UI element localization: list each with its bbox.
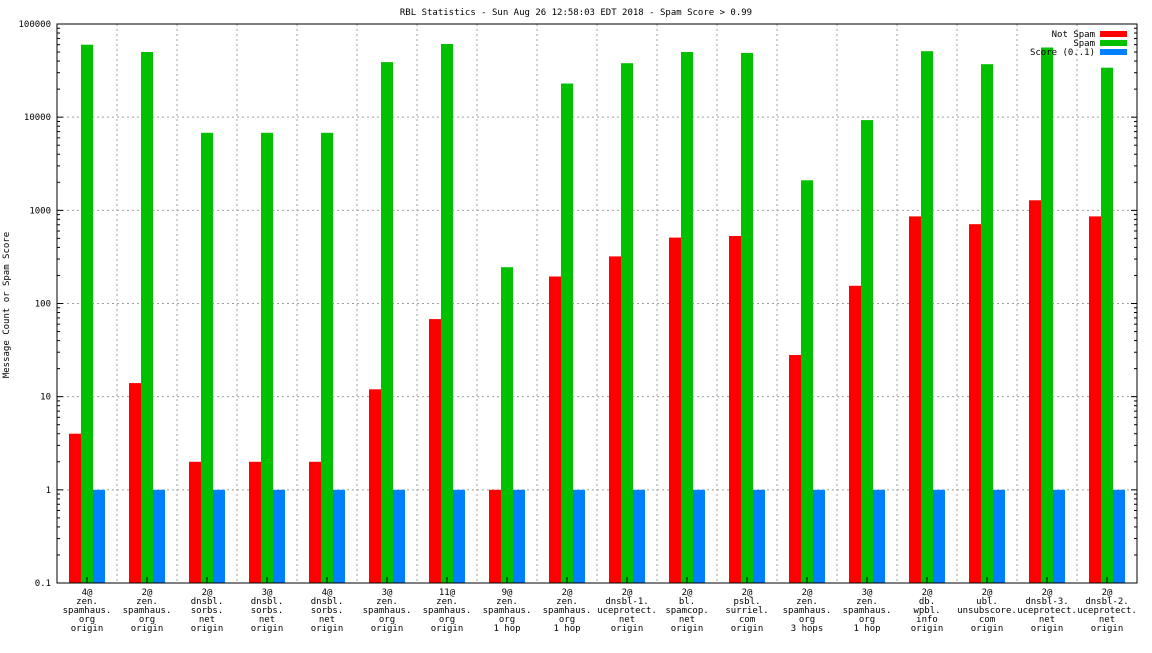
bar-not-spam [1029, 200, 1041, 584]
legend-swatch [1100, 40, 1127, 46]
bar-score-0-1 [873, 489, 885, 583]
bar-spam [501, 267, 513, 583]
bar-spam [321, 132, 333, 584]
bar-score-0-1 [573, 489, 585, 583]
bar-not-spam [69, 433, 81, 583]
x-category-label: 3@ zen. spamhaus. org 1 hop [843, 588, 892, 634]
bar-not-spam [909, 216, 921, 583]
bar-spam [561, 83, 573, 583]
legend-swatch [1100, 49, 1127, 55]
bar-score-0-1 [453, 489, 465, 583]
bar-spam [201, 132, 213, 584]
x-category-label: 4@ zen. spamhaus. org origin [63, 588, 112, 634]
bar-not-spam [1089, 216, 1101, 583]
x-category-label: 2@ dnsbl-1. uceprotect. net origin [597, 588, 657, 634]
x-category-label: 2@ zen. spamhaus. org 1 hop [543, 588, 592, 634]
bar-not-spam [309, 461, 321, 583]
bar-score-0-1 [633, 489, 645, 583]
legend-label: Not Spam [1052, 30, 1095, 40]
y-tick-label: 0.1 [35, 579, 51, 589]
legend-swatch [1100, 31, 1127, 37]
bar-spam [381, 62, 393, 584]
bar-score-0-1 [93, 489, 105, 583]
bar-score-0-1 [1053, 489, 1065, 583]
bar-score-0-1 [333, 489, 345, 583]
bar-spam [981, 64, 993, 583]
x-category-label: 2@ bl. spamcop. net origin [665, 588, 708, 634]
bar-spam [261, 132, 273, 584]
bar-spam [1041, 47, 1053, 583]
x-category-label: 2@ ubl. unsubscore. com origin [957, 588, 1017, 634]
legend-label: Score (0..1) [1030, 48, 1095, 58]
bar-score-0-1 [513, 489, 525, 583]
y-tick-label: 1000 [29, 206, 51, 216]
bar-score-0-1 [1113, 489, 1125, 583]
bar-not-spam [249, 461, 261, 583]
x-category-label: 3@ zen. spamhaus. org origin [363, 588, 412, 634]
x-category-label: 2@ dnsbl. sorbs. net origin [191, 588, 224, 634]
y-axis-label: Message Count or Spam Score [2, 232, 12, 378]
bar-score-0-1 [753, 489, 765, 583]
bar-not-spam [489, 489, 501, 583]
bar-not-spam [129, 383, 141, 583]
bar-not-spam [429, 319, 441, 583]
bar-score-0-1 [273, 489, 285, 583]
bar-spam [681, 52, 693, 583]
bar-score-0-1 [993, 489, 1005, 583]
bar-score-0-1 [933, 489, 945, 583]
bar-spam [801, 180, 813, 584]
bar-not-spam [669, 237, 681, 583]
x-category-label: 3@ dnsbl. sorbs. net origin [251, 588, 284, 634]
y-tick-label: 100000 [18, 20, 51, 30]
bar-not-spam [789, 355, 801, 583]
x-category-label: 9@ zen. spamhaus. org 1 hop [483, 588, 532, 634]
chart-title: RBL Statistics - Sun Aug 26 12:58:03 EDT… [400, 8, 752, 18]
bar-score-0-1 [393, 489, 405, 583]
bar-not-spam [549, 276, 561, 583]
bar-not-spam [609, 256, 621, 583]
x-category-label: 2@ psbl. surriel. com origin [725, 588, 768, 634]
bar-score-0-1 [213, 489, 225, 583]
legend-label: Spam [1073, 39, 1095, 49]
x-category-label: 2@ dnsbl-3. uceprotect. net origin [1017, 588, 1077, 634]
bar-spam [81, 44, 93, 583]
bar-spam [441, 44, 453, 583]
bar-spam [861, 120, 873, 583]
y-tick-label: 100 [35, 300, 51, 310]
bar-spam [141, 52, 153, 583]
bar-score-0-1 [693, 489, 705, 583]
x-category-label: 4@ dnsbl. sorbs. net origin [311, 588, 344, 634]
y-tick-label: 10 [40, 393, 51, 403]
bar-not-spam [969, 224, 981, 583]
bar-score-0-1 [813, 489, 825, 583]
bar-not-spam [369, 389, 381, 583]
y-tick-label: 10000 [24, 113, 51, 123]
bar-not-spam [849, 285, 861, 583]
bar-spam [741, 52, 753, 583]
bar-not-spam [729, 236, 741, 583]
bar-not-spam [189, 461, 201, 583]
x-category-label: 2@ zen. spamhaus. org 3 hops [783, 588, 832, 634]
x-category-label: 11@ zen. spamhaus. org origin [423, 588, 472, 634]
x-category-label: 2@ dnsbl-2. uceprotect. net origin [1077, 588, 1137, 634]
bar-spam [1101, 67, 1113, 583]
bar-spam [921, 51, 933, 583]
x-category-label: 2@ db. wpbl. info origin [911, 588, 944, 634]
bar-score-0-1 [153, 489, 165, 583]
bar-spam [621, 63, 633, 583]
x-category-label: 2@ zen. spamhaus. org origin [123, 588, 172, 634]
y-tick-label: 1 [46, 486, 51, 496]
